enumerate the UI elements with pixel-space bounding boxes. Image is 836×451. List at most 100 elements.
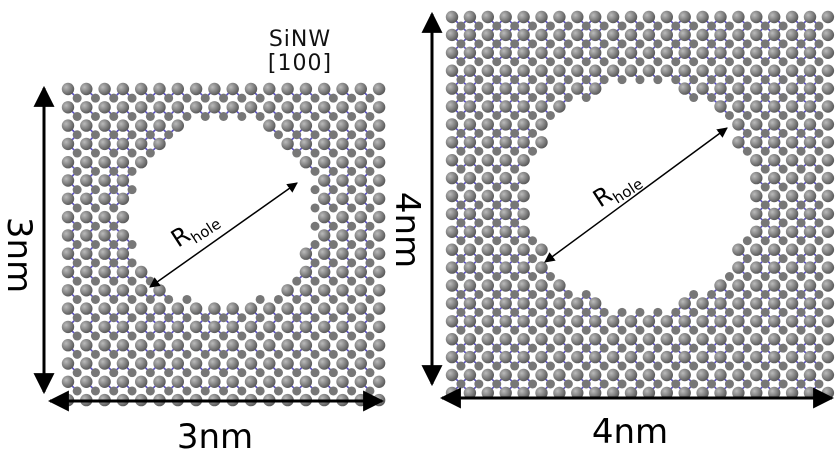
atom <box>732 244 744 256</box>
atom <box>797 21 806 30</box>
atom <box>98 339 110 351</box>
atom <box>311 185 320 194</box>
atom <box>600 39 609 48</box>
atom <box>653 75 662 84</box>
atom <box>553 11 565 23</box>
atom <box>474 39 483 48</box>
atom <box>786 11 798 23</box>
atom <box>707 93 716 102</box>
atom <box>822 333 834 345</box>
atom <box>365 222 374 231</box>
atom <box>237 332 246 341</box>
atom <box>510 218 519 227</box>
atom <box>797 200 806 209</box>
atom <box>779 39 788 48</box>
atom <box>91 258 100 267</box>
atom <box>779 147 788 156</box>
atom <box>600 57 609 66</box>
atom <box>311 240 320 249</box>
atom <box>689 379 698 388</box>
atom <box>517 279 529 291</box>
atom <box>135 138 147 150</box>
atom <box>553 47 565 59</box>
atom <box>456 75 465 84</box>
atom <box>797 183 806 192</box>
atom <box>365 94 374 103</box>
atom <box>761 39 770 48</box>
atom <box>822 136 834 148</box>
atom <box>91 112 100 121</box>
atom <box>797 218 806 227</box>
atom <box>256 313 265 322</box>
atom <box>464 82 476 94</box>
atom <box>318 302 330 314</box>
atom <box>318 211 330 223</box>
atom <box>474 218 483 227</box>
atom <box>492 93 501 102</box>
atom <box>109 185 118 194</box>
atom <box>482 29 494 41</box>
atom <box>661 11 673 23</box>
atom <box>761 147 770 156</box>
page: SiNW [100] 3nm 3nm Rhole 4nm 4nm Rhole (… <box>0 0 836 451</box>
atom <box>274 130 283 139</box>
atom <box>62 119 74 131</box>
atom <box>172 321 184 333</box>
atom <box>607 11 619 23</box>
atom <box>761 183 770 192</box>
atom <box>373 83 385 95</box>
atom <box>91 203 100 212</box>
atom <box>73 203 82 212</box>
atom <box>311 258 320 267</box>
atom <box>582 75 591 84</box>
atom <box>482 136 494 148</box>
atom <box>464 118 476 130</box>
atom <box>329 149 338 158</box>
atom <box>804 29 816 41</box>
atom <box>725 326 734 335</box>
atom <box>517 261 529 273</box>
atom <box>725 111 734 120</box>
atom <box>464 297 476 309</box>
atom <box>679 369 691 381</box>
atom <box>814 39 823 48</box>
atom <box>208 302 220 314</box>
atom <box>797 57 806 66</box>
atom <box>500 369 512 381</box>
atom <box>117 339 129 351</box>
atom <box>743 379 752 388</box>
atom <box>109 295 118 304</box>
atom <box>492 75 501 84</box>
atom <box>750 244 762 256</box>
atom <box>707 75 716 84</box>
atom <box>365 149 374 158</box>
atom <box>725 75 734 84</box>
atom <box>564 308 573 317</box>
atom <box>517 154 529 166</box>
atom <box>571 297 583 309</box>
atom <box>219 368 228 377</box>
atom <box>535 136 547 148</box>
atom <box>761 379 770 388</box>
atom <box>153 302 165 314</box>
atom <box>546 308 555 317</box>
atom <box>492 218 501 227</box>
atom <box>546 379 555 388</box>
atom <box>365 277 374 286</box>
atom <box>117 357 129 369</box>
atom <box>329 332 338 341</box>
atom <box>553 279 565 291</box>
atom <box>329 167 338 176</box>
atom <box>474 308 483 317</box>
atom <box>182 332 191 341</box>
atom <box>500 226 512 238</box>
atom <box>661 351 673 363</box>
atom <box>779 272 788 281</box>
atom <box>227 302 239 314</box>
atom <box>227 101 239 113</box>
atom <box>564 379 573 388</box>
atom <box>80 248 92 260</box>
atom <box>336 302 348 314</box>
atom <box>528 272 537 281</box>
atom <box>482 315 494 327</box>
